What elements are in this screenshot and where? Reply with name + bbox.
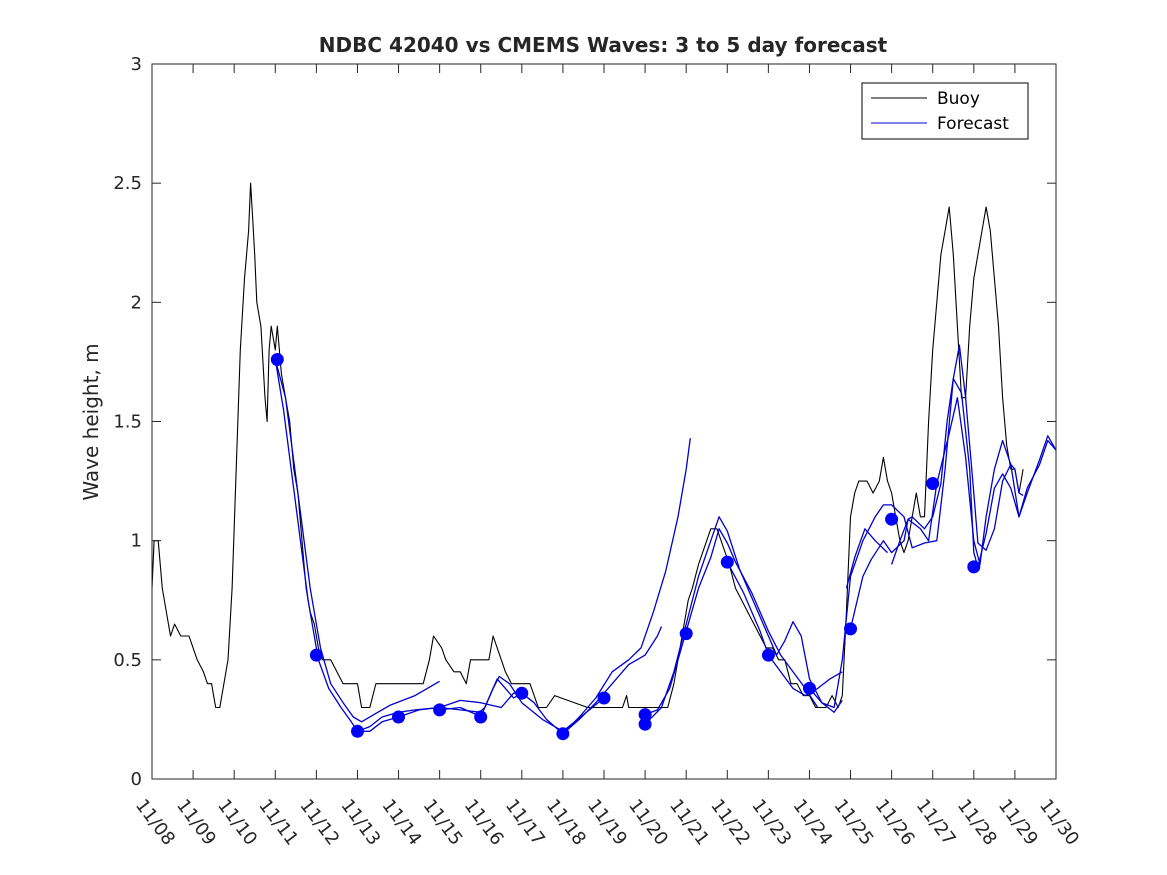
forecast-series-line-8 xyxy=(644,528,819,716)
y-tick-label: 2 xyxy=(131,292,142,313)
forecast-marker-2 xyxy=(351,724,364,738)
x-tick-label: 11/10 xyxy=(213,795,261,849)
forecast-marker-7 xyxy=(556,727,570,741)
forecast-marker-18 xyxy=(967,560,981,574)
x-tick-label: 11/20 xyxy=(624,795,672,849)
forecast-marker-6 xyxy=(515,686,529,700)
forecast-marker-5 xyxy=(474,710,488,724)
x-tick-label: 11/23 xyxy=(747,795,795,849)
x-tick-label: 11/18 xyxy=(542,795,590,849)
y-tick-label: 0.5 xyxy=(113,650,142,671)
x-tick-label: 11/22 xyxy=(706,795,754,849)
forecast-series-line-3 xyxy=(357,706,481,732)
x-tick-label: 11/24 xyxy=(788,795,836,849)
forecast-marker-0 xyxy=(270,353,284,366)
y-tick-label: 1.5 xyxy=(113,412,142,433)
forecast-series-line-13 xyxy=(890,397,1057,566)
chart-title: NDBC 42040 vs CMEMS Waves: 3 to 5 day fo… xyxy=(319,33,888,57)
y-tick-label: 0 xyxy=(131,769,142,790)
x-tick-label: 11/11 xyxy=(254,795,302,849)
x-tick-label: 11/14 xyxy=(378,795,426,849)
axes-layer: 00.511.522.5311/0811/0911/1011/1111/1211… xyxy=(113,54,1083,849)
y-tick-label: 2.5 xyxy=(113,173,142,194)
x-tick-label: 11/30 xyxy=(1035,795,1083,849)
legend-label-buoy: Buoy xyxy=(937,89,980,109)
forecast-series-line-5 xyxy=(439,675,605,732)
forecast-marker-16 xyxy=(885,512,899,526)
forecast-marker-12 xyxy=(720,555,734,569)
marker-layer xyxy=(270,353,981,741)
x-tick-label: 11/13 xyxy=(336,795,384,849)
x-tick-label: 11/27 xyxy=(912,795,960,849)
buoy-series-line xyxy=(151,182,1024,709)
legend: Buoy Forecast xyxy=(861,82,1029,140)
forecast-marker-4 xyxy=(433,703,447,717)
x-tick-label: 11/26 xyxy=(871,795,919,849)
forecast-series-line-1 xyxy=(274,359,399,732)
legend-box xyxy=(861,82,1029,140)
y-axis-label: Wave height, m xyxy=(79,343,103,500)
forecast-series-line-9 xyxy=(644,516,843,725)
y-tick-label: 1 xyxy=(131,531,142,552)
y-tick-label: 3 xyxy=(131,54,142,75)
forecast-series-line-4 xyxy=(398,692,522,718)
x-tick-label: 11/29 xyxy=(994,795,1042,849)
series-layer xyxy=(151,182,1057,735)
x-tick-label: 11/21 xyxy=(665,795,713,849)
forecast-series-line-10 xyxy=(726,561,843,697)
forecast-marker-8 xyxy=(597,691,611,705)
x-tick-label: 11/17 xyxy=(501,795,549,849)
forecast-marker-1 xyxy=(309,648,323,662)
x-tick-label: 11/25 xyxy=(830,795,878,849)
forecast-series-line-14 xyxy=(845,528,888,589)
forecast-marker-15 xyxy=(844,622,857,636)
plot-frame xyxy=(151,63,1057,780)
x-tick-label: 11/19 xyxy=(583,795,631,849)
x-tick-label: 11/15 xyxy=(419,795,467,849)
forecast-series-line-2 xyxy=(274,359,440,723)
forecast-series-line-6 xyxy=(480,626,663,735)
forecast-marker-11 xyxy=(679,627,693,641)
forecast-series-line-7 xyxy=(562,438,691,735)
legend-label-forecast: Forecast xyxy=(937,114,1009,134)
forecast-marker-14 xyxy=(803,681,816,695)
x-tick-label: 11/28 xyxy=(953,795,1001,849)
forecast-marker-10 xyxy=(638,717,652,731)
forecast-marker-13 xyxy=(761,648,775,662)
forecast-marker-9 xyxy=(638,708,652,722)
forecast-marker-17 xyxy=(926,477,940,490)
x-tick-label: 11/16 xyxy=(460,795,508,849)
x-tick-label: 11/09 xyxy=(172,795,220,849)
forecast-marker-3 xyxy=(392,710,405,724)
x-tick-label: 11/12 xyxy=(295,795,343,849)
forecast-series-line-11 xyxy=(809,344,1024,709)
x-tick-label: 11/08 xyxy=(131,795,179,849)
